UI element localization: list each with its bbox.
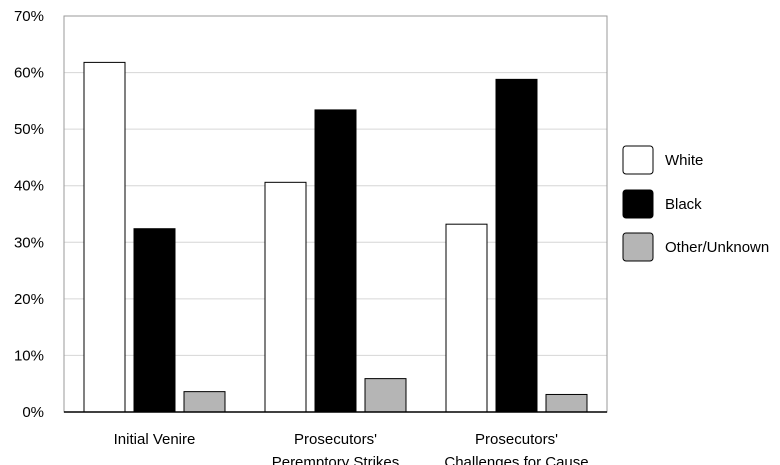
x-axis-labels: Initial Venire Prosecutors' Peremptory Str… (114, 431, 589, 465)
bars (83, 61, 588, 413)
y-tick-label: 40% (14, 178, 44, 195)
bar-other-unknown (183, 391, 226, 413)
legend-label: Black (665, 196, 702, 213)
bar-white (264, 181, 307, 413)
legend-swatch (622, 189, 654, 219)
legend-swatch (622, 232, 654, 262)
bar-black (133, 228, 176, 413)
legend-item: Black (622, 189, 702, 219)
bar-other-unknown (364, 378, 407, 413)
y-tick-label: 20% (14, 291, 44, 308)
y-tick-label: 30% (14, 234, 44, 251)
legend-swatch (622, 145, 654, 175)
x-tick-label: Peremptory Strikes (272, 454, 400, 465)
y-tick-label: 60% (14, 65, 44, 82)
legend-label: White (665, 152, 703, 169)
y-axis-ticks: 0% 10% 20% 30% 40% 50% 60% 70% (14, 8, 44, 421)
legend-item: White (622, 145, 703, 175)
y-tick-label: 0% (22, 404, 44, 421)
bar-black (495, 78, 538, 413)
legend-item: Other/Unknown (622, 232, 769, 262)
bar-white (83, 61, 126, 413)
legend: White Black Other/Unknown (622, 145, 769, 262)
bar-white (445, 223, 488, 413)
y-tick-label: 10% (14, 347, 44, 364)
x-tick-label: Prosecutors' (294, 431, 377, 448)
bar-other-unknown (545, 393, 588, 413)
x-tick-label: Initial Venire (114, 431, 196, 448)
x-tick-label: Prosecutors' (475, 431, 558, 448)
bar-black (314, 109, 357, 413)
plot-frame (63, 15, 608, 413)
legend-label: Other/Unknown (665, 239, 769, 256)
x-tick-label: Challenges for Cause (444, 454, 588, 465)
y-tick-label: 70% (14, 8, 44, 25)
y-tick-label: 50% (14, 121, 44, 138)
